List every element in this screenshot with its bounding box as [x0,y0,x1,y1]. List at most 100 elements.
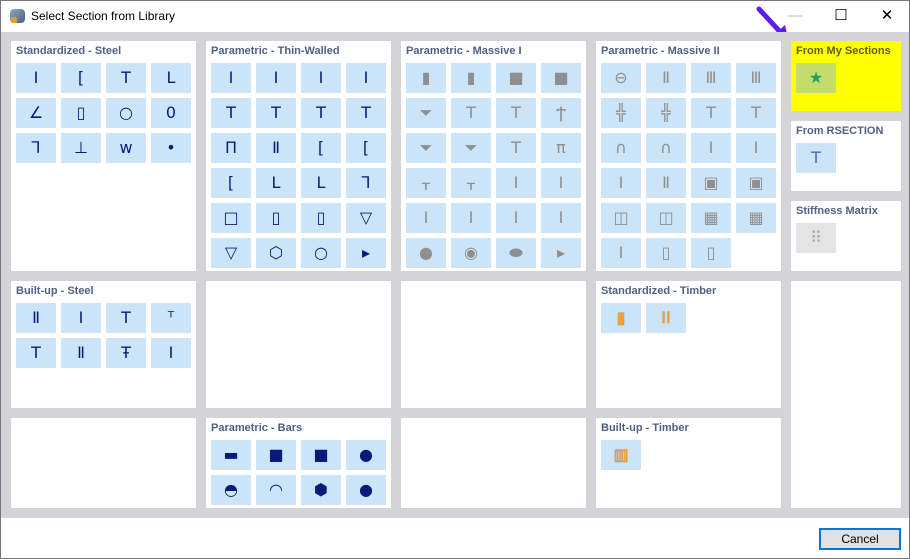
cancel-button[interactable]: Cancel [819,528,901,550]
trapezoid-massive-button[interactable]: ⏷ [406,98,446,128]
double-angle-button[interactable]: ᵀ [151,303,191,333]
u-massive2-button[interactable]: ∩ [646,133,686,163]
i-flange-button[interactable]: I [346,63,386,93]
t-haunch-button[interactable]: Ϯ [541,98,581,128]
square-bar-button[interactable]: ■ [256,440,296,470]
rect-tube-button[interactable]: ▯ [256,203,296,233]
double-rect-button[interactable]: Ⅱ [646,63,686,93]
t3-button[interactable]: T [301,98,341,128]
i-stiffened-button[interactable]: I [151,338,191,368]
more-button[interactable]: ▸ [541,238,581,268]
timber-builtup-button[interactable]: ▥ [601,440,641,470]
round-bar-button[interactable]: • [151,133,191,163]
square-massive-button[interactable]: ■ [496,63,536,93]
unequal-angle-button[interactable]: ∠ [16,98,56,128]
ellipse-massive-button[interactable]: ⬬ [496,238,536,268]
square-rounded-button[interactable]: ■ [541,63,581,93]
angle-button[interactable]: L [151,63,191,93]
t-double-button[interactable]: T [16,338,56,368]
timber-rect-button[interactable]: ▮ [601,303,641,333]
double-i-button[interactable]: Ⅱ [16,303,56,333]
double-box2-button[interactable]: ◫ [646,203,686,233]
t-massive-button[interactable]: T [691,98,731,128]
i-massive4-button[interactable]: I [451,203,491,233]
l2-button[interactable]: L [301,168,341,198]
pi-button[interactable]: Π [211,133,251,163]
close-button[interactable]: ✕ [880,7,894,24]
rsection-button[interactable]: T [796,143,836,173]
u-massive-button[interactable]: ∩ [601,133,641,163]
i-tapered-button[interactable]: I [256,63,296,93]
segment-button[interactable]: ◠ [256,475,296,505]
rect-stack-button[interactable]: ▯ [646,238,686,268]
i-cover-button[interactable]: Ŧ [106,338,146,368]
grid6-button[interactable]: ▦ [736,203,776,233]
more-button[interactable]: ▸ [346,238,386,268]
rect-massive-button[interactable]: ▮ [406,63,446,93]
t-trap-button[interactable]: ⏷ [406,133,446,163]
timber-double-button[interactable]: ⅠⅠ [646,303,686,333]
c2-button[interactable]: [ [211,168,251,198]
t2-button[interactable]: T [256,98,296,128]
i-plate-button[interactable]: I [61,303,101,333]
half-round-button[interactable]: ◓ [211,475,251,505]
grid4-button[interactable]: ▦ [691,203,731,233]
pipe-button[interactable]: ○ [106,98,146,128]
stiffness-matrix-button[interactable]: ⠿ [796,223,836,253]
rail-button[interactable]: ⊥ [61,133,101,163]
t-massive-button[interactable]: T [451,98,491,128]
c-lip-button[interactable]: [ [346,133,386,163]
round-bar-button[interactable]: ● [346,440,386,470]
t-trap2-button[interactable]: ⏷ [451,133,491,163]
channel-button[interactable]: [ [61,63,101,93]
z-section-button[interactable]: ⅂ [16,133,56,163]
double-box-button[interactable]: ◫ [601,203,641,233]
minimize-button[interactable]: — [787,7,803,24]
ttt2-button[interactable]: ᚁ [451,168,491,198]
maximize-button[interactable]: ☐ [834,7,848,24]
ring-massive-button[interactable]: ◉ [451,238,491,268]
trapezoid-button[interactable]: ▽ [211,238,251,268]
i-asym-button[interactable]: I [301,63,341,93]
pill-button[interactable]: ⊖ [601,63,641,93]
my-sections-star-button[interactable]: ★ [796,63,836,93]
square-rounded-bar-button[interactable]: ■ [301,440,341,470]
double-i-button[interactable]: Ⅱ [646,168,686,198]
double-cross-button[interactable]: ╬ [646,98,686,128]
circle-massive-button[interactable]: ● [406,238,446,268]
z-button[interactable]: ⅂ [346,168,386,198]
t4-button[interactable]: T [346,98,386,128]
triple-rect-button[interactable]: Ⅲ [691,63,731,93]
cross-button[interactable]: ╬ [601,98,641,128]
t-plate-button[interactable]: T [106,303,146,333]
tee-button[interactable]: T [106,63,146,93]
i-massive2-button[interactable]: I [736,133,776,163]
quad-rect-button[interactable]: Ⅲ [736,63,776,93]
triangle-button[interactable]: ▽ [346,203,386,233]
circle-tube-button[interactable]: ○ [301,238,341,268]
i-massive-button[interactable]: I [691,133,731,163]
i-composite-button[interactable]: I [601,238,641,268]
rect-rounded-button[interactable]: ▮ [451,63,491,93]
hexagon-button[interactable]: ⬡ [256,238,296,268]
flat-bar-button[interactable]: ▬ [211,440,251,470]
rect-hollow-button[interactable]: ▯ [61,98,101,128]
I-section-button[interactable]: I [16,63,56,93]
rect-stack2-button[interactable]: ▯ [691,238,731,268]
i-massive2-button[interactable]: I [541,168,581,198]
t-asym-button[interactable]: T [496,133,536,163]
i-massive3-button[interactable]: I [406,203,446,233]
hex-bar-button[interactable]: ⬢ [301,475,341,505]
t-massive2-button[interactable]: T [736,98,776,128]
double-t-button[interactable]: π [541,133,581,163]
t-taper-button[interactable]: T [496,98,536,128]
box-massive-button[interactable]: ▣ [691,168,731,198]
double-i-button[interactable]: Ⅱ [256,133,296,163]
box-button[interactable]: □ [211,203,251,233]
t-button[interactable]: T [211,98,251,128]
i-box-button[interactable]: I [601,168,641,198]
i-massive-button[interactable]: I [496,168,536,198]
oval-hollow-button[interactable]: 0 [151,98,191,128]
sheet-pile-button[interactable]: ᴡ [106,133,146,163]
i-channels-button[interactable]: Ⅱ [61,338,101,368]
